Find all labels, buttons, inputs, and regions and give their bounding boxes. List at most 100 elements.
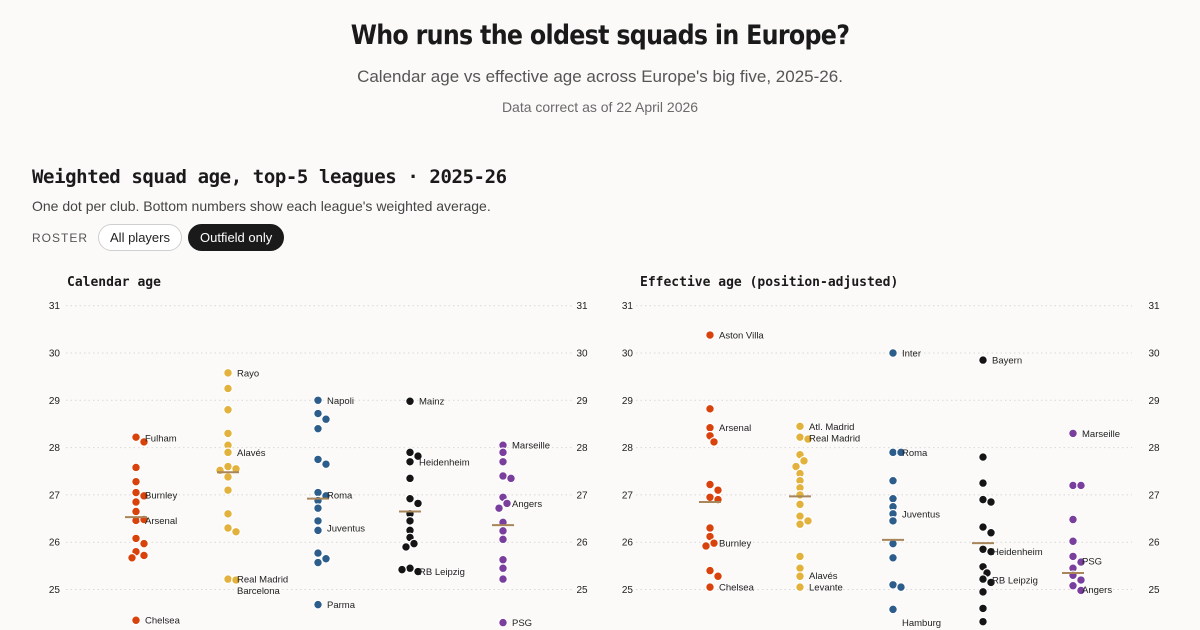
club-label: Real Madrid (809, 434, 860, 445)
club-dot (127, 552, 137, 563)
y-tick-label: 26 (622, 538, 634, 549)
page-title: Who runs the oldest squads in Europe? (350, 20, 850, 51)
roster-all-players-button[interactable]: All players (98, 224, 182, 251)
club-dot (986, 497, 996, 507)
club-dot (888, 493, 898, 504)
club-dot (795, 551, 805, 562)
club-dot (223, 485, 233, 496)
club-label: Alavés (237, 448, 266, 459)
club-dot (705, 565, 715, 576)
club-dot (795, 582, 805, 593)
club-dot (896, 582, 906, 593)
club-label: Hamburg (902, 618, 941, 629)
club-dot (709, 437, 719, 447)
section-title: Weighted squad age, top-5 leagues · 2025… (32, 166, 507, 188)
club-dot (397, 564, 407, 575)
club-dot (405, 473, 415, 484)
club-dot (494, 503, 504, 514)
club-dot (313, 557, 323, 568)
panel-title: Calendar age (67, 275, 161, 290)
y-tick-label: 28 (622, 443, 634, 454)
club-dot (888, 516, 898, 526)
club-dot (321, 553, 331, 564)
club-dot (795, 519, 805, 530)
club-dot (498, 447, 508, 458)
y-tick-label: 31 (622, 301, 634, 312)
section-description: One dot per club. Bottom numbers show ea… (32, 198, 491, 214)
club-label: Mainz (419, 397, 445, 408)
y-tick-label: 28 (576, 443, 588, 454)
club-dot (986, 527, 996, 538)
club-label: Angers (512, 499, 542, 510)
y-tick-label: 30 (576, 349, 588, 360)
club-dot (799, 455, 809, 466)
club-dot (313, 516, 323, 526)
roster-outfield-only-button[interactable]: Outfield only (187, 224, 285, 251)
club-dot (795, 489, 805, 500)
club-label: Alavés (809, 571, 838, 582)
y-tick-label: 29 (1148, 396, 1160, 407)
club-label: Parma (327, 600, 356, 611)
club-label: Burnley (145, 490, 177, 501)
club-dot (795, 432, 805, 443)
club-dot (131, 476, 141, 487)
club-label: Levante (809, 583, 843, 594)
y-tick-label: 30 (622, 349, 634, 360)
club-label: Burnley (719, 539, 751, 550)
club-dot (498, 554, 508, 565)
club-dot (223, 523, 233, 533)
y-tick-label: 25 (576, 585, 588, 596)
club-dot (405, 396, 415, 407)
club-dot (131, 432, 141, 443)
club-dot (313, 454, 323, 465)
club-dot (795, 421, 805, 432)
club-label: Angers (1082, 585, 1112, 596)
club-dot (498, 563, 508, 574)
club-dot (223, 508, 233, 519)
club-dot (223, 367, 233, 378)
page-subtitle: Calendar age vs effective age across Eur… (357, 67, 843, 86)
club-label: Heidenheim (992, 547, 1043, 558)
club-dot (888, 447, 898, 458)
club-dot (131, 533, 141, 544)
charts-area: Calendar age 25 25 26 26 27 27 28 28 29 29 30 30 31 31… (49, 275, 1160, 629)
club-label: Chelsea (145, 616, 181, 627)
y-tick-label: 31 (49, 301, 61, 312)
club-dot (705, 422, 715, 433)
y-tick-label: 28 (1148, 443, 1160, 454)
club-dot (498, 534, 508, 545)
club-dot (405, 456, 415, 467)
club-label: Napoli (327, 396, 354, 407)
club-dot (1068, 580, 1078, 591)
club-dot (223, 574, 233, 584)
club-dot (139, 490, 149, 501)
club-label: Roma (327, 490, 353, 501)
club-dot (313, 487, 323, 498)
club-dot (978, 494, 988, 505)
club-dot (705, 330, 715, 340)
club-dot (709, 538, 719, 549)
club-dot (705, 492, 715, 503)
club-dot (978, 452, 988, 462)
club-dot (888, 475, 898, 486)
club-dot (321, 459, 331, 470)
club-dot (313, 599, 323, 610)
y-tick-label: 30 (1148, 349, 1160, 360)
club-dot (223, 461, 233, 472)
y-tick-label: 25 (622, 585, 634, 596)
club-label: Aston Villa (719, 331, 764, 342)
y-tick-label: 27 (622, 490, 634, 501)
club-dot (978, 522, 988, 532)
club-dot (231, 575, 241, 585)
club-dot (401, 542, 411, 552)
club-label: Juventus (327, 524, 365, 535)
club-dot (978, 603, 988, 614)
y-tick-label: 25 (49, 585, 61, 596)
club-dot (405, 563, 415, 574)
y-tick-label: 29 (622, 396, 634, 407)
club-dot (803, 434, 813, 444)
club-dot (1076, 575, 1086, 585)
club-dot (1068, 480, 1078, 491)
club-label: Barcelona (237, 586, 280, 597)
y-tick-label: 27 (1148, 490, 1160, 501)
